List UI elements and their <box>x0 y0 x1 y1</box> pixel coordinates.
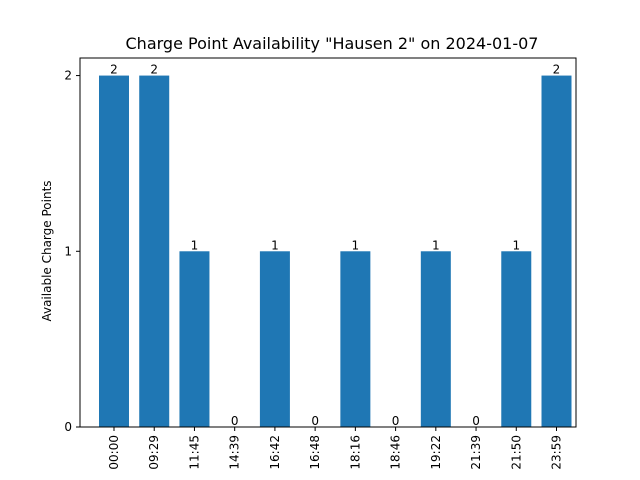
data-label: 0 <box>311 414 319 428</box>
data-label: 0 <box>392 414 400 428</box>
x-tick-label: 00:00 <box>107 435 121 470</box>
bars-group <box>99 75 572 428</box>
data-label: 1 <box>512 238 520 252</box>
data-label: 1 <box>352 238 360 252</box>
bar-1922 <box>420 251 451 427</box>
plot-frame <box>79 57 577 428</box>
x-tick-label: 16:42 <box>268 435 282 470</box>
bar-1816 <box>340 251 371 427</box>
x-tick-label: 11:45 <box>187 435 201 470</box>
x-tick-label: 09:29 <box>147 435 161 470</box>
bar-0929 <box>139 75 170 428</box>
y-axis-ticks: 0 1 2 <box>64 69 80 434</box>
x-tick-label: 18:46 <box>389 435 403 470</box>
x-tick-label: 21:50 <box>509 435 523 470</box>
y-tick-label: 0 <box>64 420 72 434</box>
x-tick-label: 21:39 <box>469 435 483 470</box>
x-tick-label: 18:16 <box>348 435 362 470</box>
data-label: 0 <box>231 414 239 428</box>
data-label: 1 <box>271 238 279 252</box>
y-axis-label: Available Charge Points <box>40 180 54 321</box>
data-label: 0 <box>472 414 480 428</box>
x-tick-label: 14:39 <box>228 435 242 470</box>
chart-title: Charge Point Availability "Hausen 2" on … <box>126 34 539 53</box>
data-label: 2 <box>110 63 118 77</box>
bar-2150 <box>501 251 532 427</box>
data-label: 2 <box>553 63 561 77</box>
bar-2359 <box>541 75 572 428</box>
data-label: 1 <box>191 238 199 252</box>
x-axis-ticks: 00:00 09:29 11:45 14:39 16:42 16:48 18:16 18:46… <box>107 427 564 470</box>
x-tick-label: 23:59 <box>550 435 564 470</box>
bar-0000 <box>99 75 129 428</box>
data-labels-group: 2 2 1 0 1 0 1 0 1 0 1 2 <box>110 63 560 428</box>
y-tick-label: 2 <box>64 69 72 83</box>
bar-1145 <box>179 251 210 427</box>
data-label: 2 <box>150 63 158 77</box>
bar-1642 <box>259 251 290 427</box>
data-label: 1 <box>432 238 440 252</box>
x-tick-label: 19:22 <box>429 435 443 470</box>
x-tick-label: 16:48 <box>308 435 322 470</box>
y-tick-label: 1 <box>64 244 72 258</box>
